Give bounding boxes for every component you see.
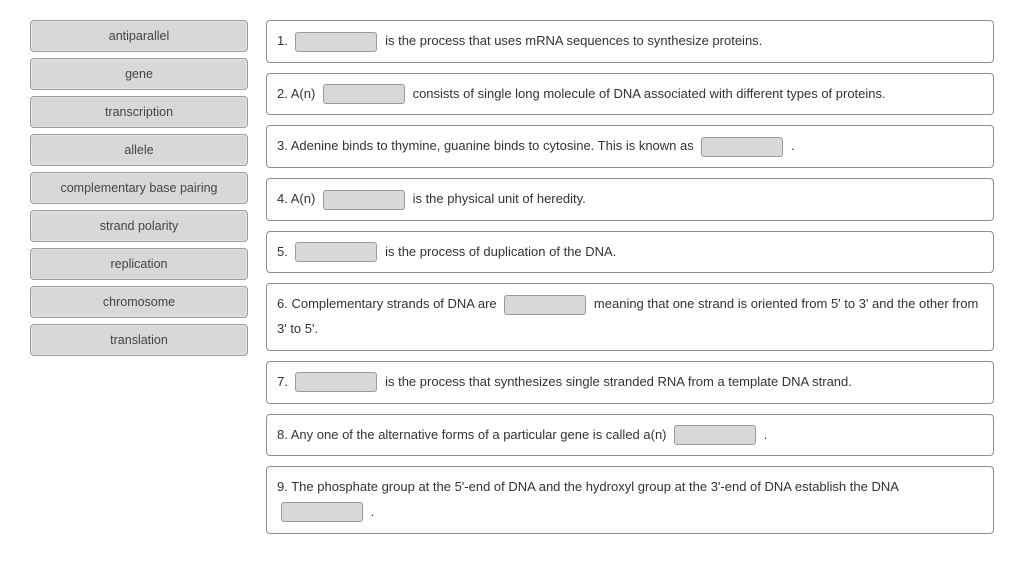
sentence-text-after: is the process that synthesizes single s…	[385, 374, 852, 389]
blank-dropzone[interactable]	[295, 32, 377, 52]
sentence-text-after: .	[764, 427, 768, 442]
sentence-text-before: Complementary strands of DNA are	[291, 296, 496, 311]
sentence-9: 9. The phosphate group at the 5'-end of …	[266, 466, 994, 533]
sentence-3: 3. Adenine binds to thymine, guanine bin…	[266, 125, 994, 168]
sentence-text-before: A(n)	[291, 86, 316, 101]
blank-dropzone[interactable]	[674, 425, 756, 445]
term-allele[interactable]: allele	[30, 134, 248, 166]
sentences-column: 1. is the process that uses mRNA sequenc…	[266, 20, 994, 534]
blank-dropzone[interactable]	[295, 242, 377, 262]
sentence-text-before: A(n)	[291, 191, 316, 206]
term-chromosome[interactable]: chromosome	[30, 286, 248, 318]
blank-dropzone[interactable]	[323, 190, 405, 210]
term-gene[interactable]: gene	[30, 58, 248, 90]
sentence-2: 2. A(n) consists of single long molecule…	[266, 73, 994, 116]
sentence-text-after: is the process that uses mRNA sequences …	[385, 33, 762, 48]
sentence-6: 6. Complementary strands of DNA are mean…	[266, 283, 994, 350]
sentence-text-before: Any one of the alternative forms of a pa…	[291, 427, 667, 442]
sentence-text-after: is the process of duplication of the DNA…	[385, 244, 616, 259]
sentence-text-after: is the physical unit of heredity.	[413, 191, 586, 206]
sentence-number: 2.	[277, 86, 288, 101]
blank-dropzone[interactable]	[323, 84, 405, 104]
sentence-4: 4. A(n) is the physical unit of heredity…	[266, 178, 994, 221]
term-translation[interactable]: translation	[30, 324, 248, 356]
term-complementary-base-pairing[interactable]: complementary base pairing	[30, 172, 248, 204]
sentence-7: 7. is the process that synthesizes singl…	[266, 361, 994, 404]
sentence-number: 6.	[277, 296, 288, 311]
sentence-number: 8.	[277, 427, 288, 442]
sentence-number: 5.	[277, 244, 288, 259]
sentence-text-after: consists of single long molecule of DNA …	[413, 86, 886, 101]
blank-dropzone[interactable]	[701, 137, 783, 157]
term-antiparallel[interactable]: antiparallel	[30, 20, 248, 52]
sentence-8: 8. Any one of the alternative forms of a…	[266, 414, 994, 457]
term-replication[interactable]: replication	[30, 248, 248, 280]
sentence-number: 9.	[277, 479, 288, 494]
sentence-1: 1. is the process that uses mRNA sequenc…	[266, 20, 994, 63]
term-strand-polarity[interactable]: strand polarity	[30, 210, 248, 242]
blank-dropzone[interactable]	[281, 502, 363, 522]
blank-dropzone[interactable]	[295, 372, 377, 392]
sentence-5: 5. is the process of duplication of the …	[266, 231, 994, 274]
sentence-text-before: Adenine binds to thymine, guanine binds …	[291, 138, 694, 153]
sentence-number: 1.	[277, 33, 288, 48]
blank-dropzone[interactable]	[504, 295, 586, 315]
terms-column: antiparallel gene transcription allele c…	[30, 20, 248, 356]
term-transcription[interactable]: transcription	[30, 96, 248, 128]
sentence-number: 7.	[277, 374, 288, 389]
sentence-number: 4.	[277, 191, 288, 206]
sentence-text-after: .	[791, 138, 795, 153]
sentence-text-after: .	[371, 504, 375, 519]
sentence-number: 3.	[277, 138, 288, 153]
matching-exercise: antiparallel gene transcription allele c…	[30, 20, 994, 534]
sentence-text-before: The phosphate group at the 5'-end of DNA…	[291, 479, 898, 494]
